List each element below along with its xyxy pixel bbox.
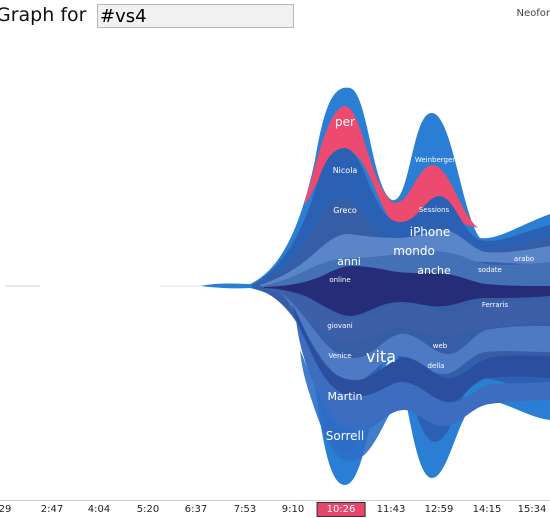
stream-label-martin: Martin bbox=[327, 390, 362, 403]
timeline-tick[interactable]: 4:04 bbox=[87, 504, 111, 515]
stream-label-anni: anni bbox=[337, 255, 361, 268]
timeline-axis bbox=[0, 500, 550, 501]
timeline-tick[interactable]: 2:47 bbox=[40, 504, 64, 515]
stream-label-weinberger: Weinberger bbox=[415, 156, 455, 164]
stream-label-online: online bbox=[329, 276, 350, 284]
stream-label-sessions: Sessions bbox=[419, 206, 450, 214]
stream-label-della: della bbox=[428, 362, 445, 370]
stream-label-anche: anche bbox=[417, 264, 451, 277]
stream-label-sodate: sodate bbox=[478, 266, 502, 274]
stream-label-giovani: giovani bbox=[327, 322, 353, 330]
timeline-tick[interactable]: 11:43 bbox=[376, 504, 406, 515]
timeline-tick[interactable]: 12:59 bbox=[424, 504, 454, 515]
stream-layer-giovani[interactable] bbox=[280, 292, 550, 382]
streamgraph[interactable]: per Nicola Weinberger Greco Sessions iPh… bbox=[0, 0, 550, 500]
brand-logo-text: Neofor bbox=[516, 8, 550, 19]
timeline-tick-active[interactable]: 10:26 bbox=[316, 502, 366, 517]
stream-layer-anni[interactable] bbox=[264, 266, 550, 316]
hashtag-search-input[interactable] bbox=[97, 4, 294, 28]
stream-label-sorrell: Sorrell bbox=[326, 429, 364, 443]
timeline-tick[interactable]: 5:20 bbox=[136, 504, 160, 515]
stream-label-venice: Venice bbox=[328, 352, 351, 360]
stream-layer-online[interactable] bbox=[266, 288, 550, 342]
timeline-tick[interactable]: 6:37 bbox=[184, 504, 208, 515]
stream-layer-martin[interactable] bbox=[300, 350, 392, 462]
stream-label-vita: vita bbox=[366, 347, 396, 366]
stream-label-nicola: Nicola bbox=[333, 166, 358, 175]
stream-label-per: per bbox=[335, 115, 355, 129]
stream-layer-web[interactable] bbox=[292, 304, 550, 405]
stream-label-mondo: mondo bbox=[393, 244, 435, 258]
page-title: Graph for bbox=[0, 4, 87, 26]
timeline-tick[interactable]: 9:10 bbox=[281, 504, 305, 515]
stream-label-greco: Greco bbox=[333, 206, 357, 215]
timeline-tick[interactable]: 15:34 bbox=[517, 504, 547, 515]
stream-label-web: web bbox=[433, 342, 448, 350]
stream-layer-vita[interactable] bbox=[296, 320, 550, 434]
timeline-tick[interactable]: 29 bbox=[0, 504, 12, 515]
stream-label-ferraris: Ferraris bbox=[482, 301, 509, 309]
timeline-tick[interactable]: 7:53 bbox=[233, 504, 257, 515]
stream-label-iphone: iPhone bbox=[410, 225, 451, 239]
stream-label-arabo: arabo bbox=[514, 255, 534, 263]
timeline-tick[interactable]: 14:15 bbox=[472, 504, 502, 515]
